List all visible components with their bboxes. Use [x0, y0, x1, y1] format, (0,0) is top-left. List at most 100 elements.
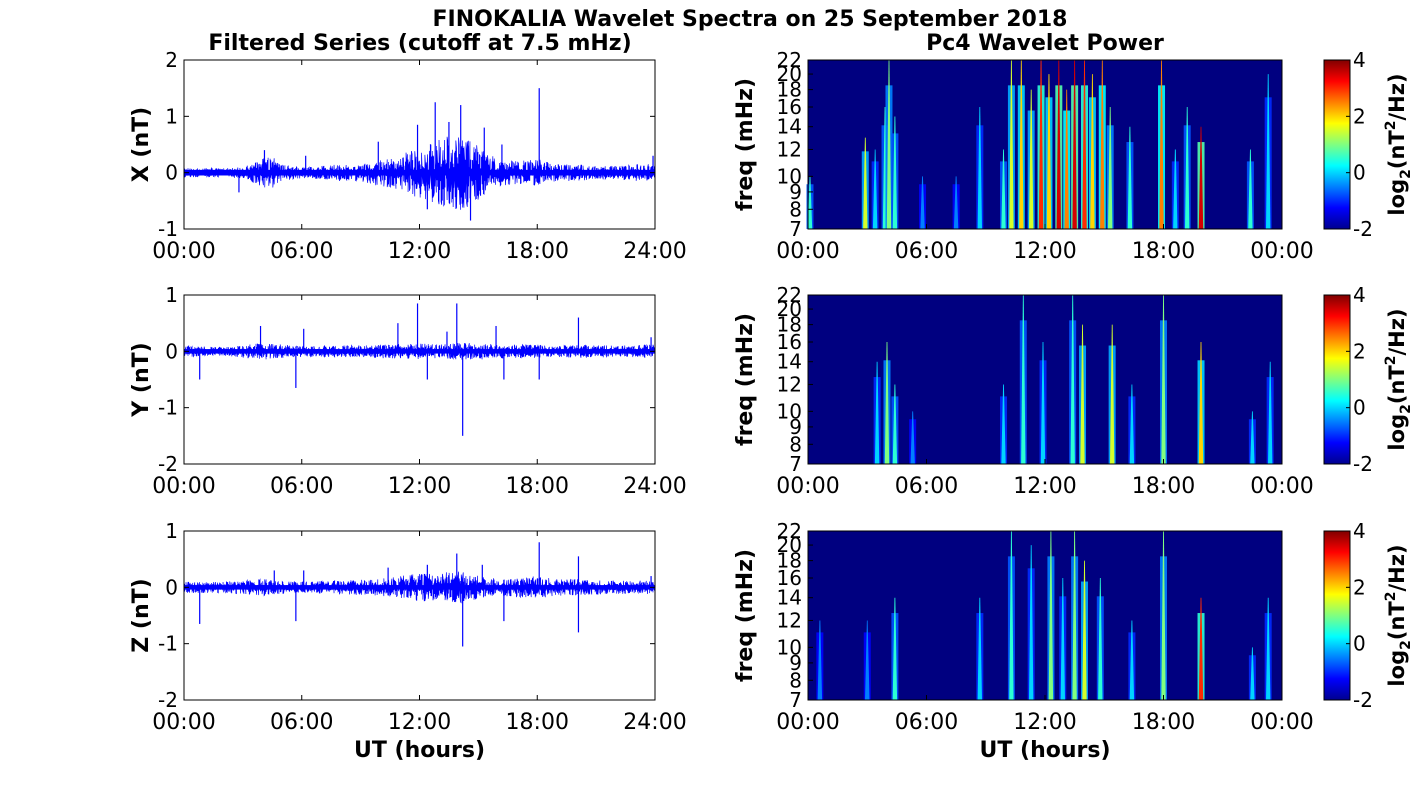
heatmap-streak — [920, 176, 925, 229]
y-tick-label: 8 — [789, 197, 802, 221]
heatmap-streak — [1161, 295, 1166, 464]
plot-area — [184, 531, 655, 700]
x-tick-label: 06:00 — [270, 474, 333, 499]
colorbar-label: log2(nT2/Hz) — [1383, 73, 1414, 215]
heatmap-streak — [1268, 361, 1273, 464]
x-tick-label: 24:00 — [623, 239, 686, 264]
heatmap-background — [808, 60, 1282, 229]
colorbar-tick-label: 0 — [1353, 632, 1366, 656]
y-axis-label: Z (nT) — [129, 578, 154, 652]
heatmap-background — [808, 531, 1282, 700]
right-column-title: Pc4 Wavelet Power — [926, 31, 1164, 56]
heatmap-streak — [1048, 531, 1054, 700]
heatmap-streak — [1019, 60, 1024, 229]
x-tick-label: 12:00 — [388, 474, 451, 499]
heatmap-streak — [1090, 74, 1095, 229]
y-axis-label: freq (mHz) — [733, 549, 758, 682]
colorbar-tick-label: 4 — [1353, 48, 1366, 72]
heatmap-streak — [1029, 545, 1034, 700]
heatmap-streak — [1060, 578, 1065, 700]
heatmap-streak — [1159, 60, 1164, 229]
heatmap-streak — [953, 176, 959, 229]
x-tick-label: 18:00 — [506, 239, 569, 264]
heatmap-streak — [1072, 531, 1077, 700]
plot-area — [184, 295, 655, 464]
x-tick-label: 00:00 — [776, 710, 839, 735]
colorbar-tick-label: 4 — [1353, 283, 1366, 307]
y-tick-label: 12 — [777, 608, 802, 632]
heatmap-streak — [1185, 107, 1190, 229]
y-tick-label: 10 — [777, 399, 802, 423]
x-axis-label: UT (hours) — [354, 738, 485, 763]
colorbar-tick-label: 0 — [1353, 161, 1366, 185]
y-tick-label: 22 — [777, 519, 802, 543]
heatmap-streak — [1072, 60, 1077, 229]
x-tick-label: 12:00 — [388, 239, 451, 264]
colorbar-tick-label: 2 — [1353, 104, 1366, 128]
x-tick-label: 06:00 — [270, 710, 333, 735]
heatmap-streak — [1198, 342, 1204, 464]
y-tick-label: 12 — [777, 137, 802, 161]
x-tick-label: 00:00 — [1250, 710, 1313, 735]
colorbar-tick-label: 0 — [1353, 396, 1366, 420]
x-tick-label: 06:00 — [895, 710, 958, 735]
heatmap-streak — [1029, 89, 1034, 229]
colorbar-gradient — [1323, 59, 1351, 230]
heatmap-streak — [1038, 60, 1044, 229]
heatmap-streak — [863, 137, 868, 229]
colorbar: -2 0 2 4 log2(nT2/Hz) — [1323, 48, 1414, 241]
colorbar-gradient — [1323, 294, 1351, 465]
colorbar-tick-label: -2 — [1353, 688, 1373, 712]
y-tick-label: 14 — [777, 115, 802, 139]
heatmap-streak — [1198, 597, 1204, 700]
y-tick-label: 18 — [777, 78, 802, 102]
heatmap-streak — [1009, 531, 1014, 700]
series-baseline-band — [184, 169, 655, 176]
heatmap-streak — [1098, 578, 1103, 700]
y-tick-label: 16 — [777, 95, 802, 119]
heatmap-streak — [1266, 597, 1271, 700]
y-tick-label: 22 — [777, 48, 802, 72]
heatmap-streak — [1110, 324, 1115, 464]
heatmap-streak — [886, 60, 892, 229]
colorbar: -2 0 2 4 log2(nT2/Hz) — [1323, 519, 1414, 712]
heatmap-streak — [1198, 126, 1204, 229]
colorbar-tick-label: 2 — [1353, 339, 1366, 363]
y-tick-label: 18 — [777, 549, 802, 573]
heatmap-streak — [1173, 149, 1178, 229]
y-tick-label: 16 — [777, 566, 802, 590]
x-tick-label: 00:00 — [776, 239, 839, 264]
y-tick-label: 12 — [777, 372, 802, 396]
heatmap-streak — [1021, 295, 1026, 464]
colorbar: -2 0 2 4 log2(nT2/Hz) — [1323, 283, 1414, 476]
x-tick-label: 00:00 — [152, 474, 215, 499]
y-tick-label: 10 — [777, 164, 802, 188]
x-tick-label: 06:00 — [895, 474, 958, 499]
y-tick-label: 1 — [165, 104, 178, 128]
y-tick-label: 8 — [789, 668, 802, 692]
x-tick-label: 12:00 — [1013, 239, 1076, 264]
heatmap-streak — [872, 149, 878, 229]
timeseries-panel-2: -2 -1 0 1 00:00 06:00 12:00 18:00 24:00 Y (nT) — [129, 283, 687, 499]
y-tick-label: 0 — [165, 339, 178, 363]
y-tick-label: 14 — [777, 350, 802, 374]
x-tick-label: 00:00 — [1250, 474, 1313, 499]
y-tick-label: -2 — [158, 452, 178, 476]
y-tick-label: -2 — [158, 688, 178, 712]
colorbar-label: log2(nT2/Hz) — [1383, 308, 1414, 450]
heatmap-streak — [1100, 60, 1105, 229]
x-tick-label: 18:00 — [1132, 239, 1195, 264]
heatmap-streak — [1266, 74, 1271, 229]
heatmap-streak — [1082, 560, 1087, 700]
left-column-title: Filtered Series (cutoff at 7.5 mHz) — [208, 31, 631, 56]
y-tick-label: -1 — [158, 217, 178, 241]
heatmap-streak — [1250, 411, 1255, 464]
y-tick-label: 1 — [165, 283, 178, 307]
y-tick-label: 20 — [777, 62, 802, 86]
heatmap-streak — [1046, 74, 1052, 229]
y-tick-label: 0 — [165, 161, 178, 185]
y-tick-label: 10 — [777, 635, 802, 659]
